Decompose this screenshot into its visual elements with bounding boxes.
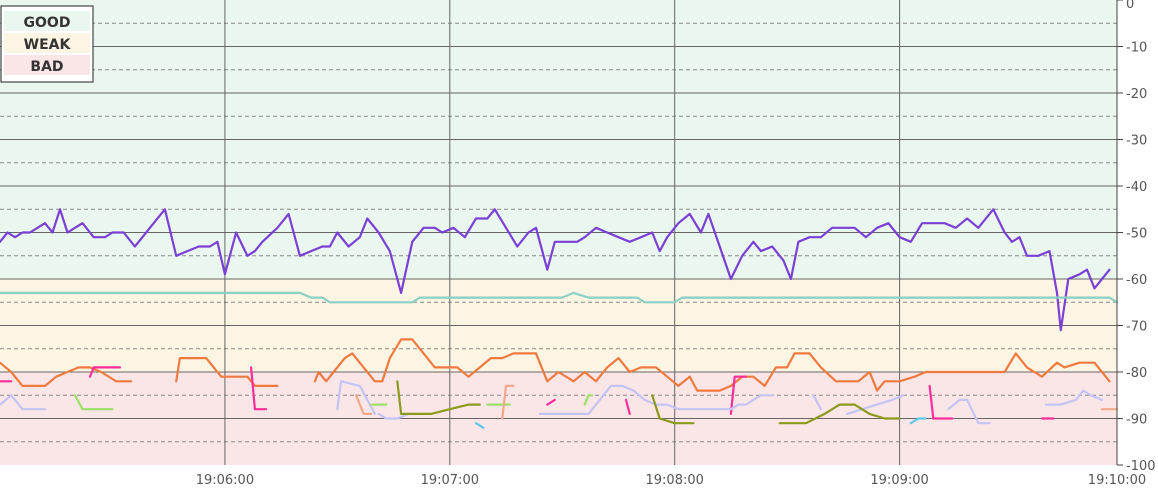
series-line-19 bbox=[947, 398, 991, 425]
x-tick-label: 19:10:00 bbox=[1088, 473, 1146, 488]
series-line-2 bbox=[0, 361, 133, 387]
legend-label: GOOD bbox=[24, 15, 71, 31]
legend-swatch bbox=[4, 55, 90, 75]
y-tick-label: -100 bbox=[1126, 459, 1156, 474]
series-line-15 bbox=[377, 412, 410, 420]
series-lines bbox=[0, 208, 1119, 429]
series-line-6 bbox=[88, 366, 122, 378]
series-line-20 bbox=[1044, 389, 1104, 406]
y-tick-label: -30 bbox=[1126, 134, 1147, 149]
series-line-17 bbox=[812, 394, 823, 411]
legend-swatch bbox=[4, 11, 90, 31]
y-tick-label: -60 bbox=[1126, 273, 1147, 288]
series-line-0 bbox=[0, 208, 1111, 332]
axis-gutter-bottom bbox=[0, 465, 1117, 499]
series-line-13 bbox=[0, 394, 47, 411]
legend-label: WEAK bbox=[24, 37, 72, 53]
series-line-28 bbox=[355, 394, 373, 415]
y-tick-label: -50 bbox=[1126, 227, 1147, 242]
legend: GOOD WEAK BAD bbox=[0, 5, 94, 83]
series-line-11 bbox=[928, 384, 954, 420]
x-axis-ticks: 19:06:00 19:07:00 19:08:00 19:09:00 19:10:00 bbox=[196, 473, 1146, 488]
y-tick-label: -10 bbox=[1126, 41, 1147, 56]
series-line-24 bbox=[583, 394, 594, 406]
axis-gutter bbox=[1117, 0, 1158, 499]
series-line-29 bbox=[501, 384, 515, 420]
series-line-3 bbox=[175, 357, 279, 387]
series-line-26 bbox=[651, 394, 695, 425]
y-tick-label: -20 bbox=[1126, 87, 1147, 102]
series-line-32 bbox=[909, 417, 927, 425]
series-line-10 bbox=[729, 375, 748, 415]
y-axis-ticks: 0 -10 -20 -30 -40 -50 -60 -70 -80 -90 -100 bbox=[1117, 0, 1156, 474]
series-line-14 bbox=[336, 380, 376, 415]
series-line-27 bbox=[778, 403, 901, 425]
y-tick-label: 0 bbox=[1126, 0, 1134, 12]
x-tick-label: 19:06:00 bbox=[196, 473, 254, 488]
series-line-31 bbox=[474, 422, 485, 429]
x-tick-label: 19:09:00 bbox=[870, 473, 928, 488]
series-line-21 bbox=[73, 394, 114, 411]
y-tick-label: -40 bbox=[1126, 180, 1147, 195]
series-line-9 bbox=[624, 398, 631, 415]
x-tick-label: 19:07:00 bbox=[421, 473, 479, 488]
series-line-1 bbox=[0, 291, 1119, 304]
x-tick-label: 19:08:00 bbox=[646, 473, 704, 488]
series-line-4 bbox=[313, 338, 1111, 392]
y-tick-label: -90 bbox=[1126, 413, 1147, 428]
series-line-8 bbox=[546, 398, 556, 406]
series-line-18 bbox=[845, 394, 905, 415]
legend-label: BAD bbox=[30, 59, 63, 75]
series-line-16 bbox=[538, 384, 774, 415]
series-line-25 bbox=[396, 380, 481, 415]
series-line-7 bbox=[250, 366, 268, 411]
y-tick-label: -80 bbox=[1126, 366, 1147, 381]
legend-swatch bbox=[4, 33, 90, 53]
y-tick-label: -70 bbox=[1126, 320, 1147, 335]
